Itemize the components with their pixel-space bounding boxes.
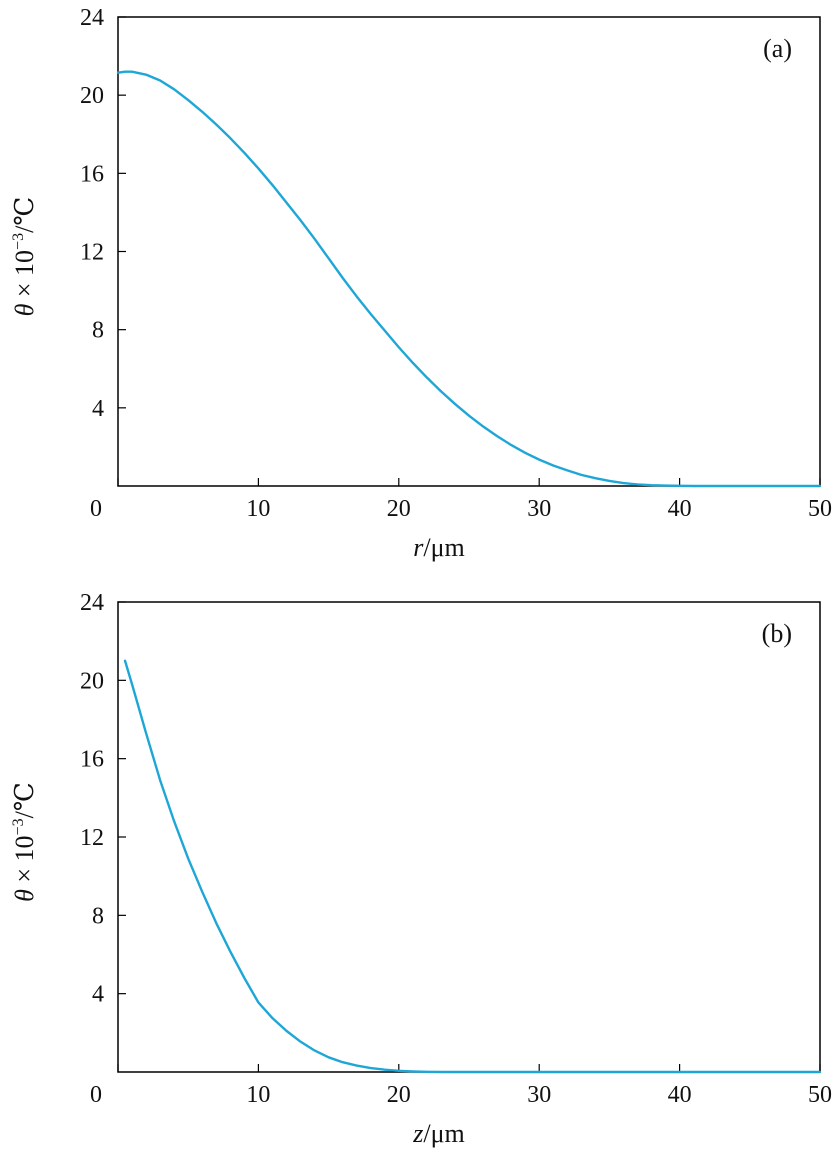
panel-a-y-tick-label: 4 (92, 396, 104, 422)
panel-b-y-tick-label: 16 (80, 747, 104, 773)
panel-a: 0 10 20 30 40 50 4 8 12 16 20 24 r/μm θ × 10−3/℃ (a) (10, 5, 832, 562)
panel-a-x-tick-label: 50 (808, 496, 832, 522)
panel-a-y-axis-unit: /℃ (10, 197, 39, 233)
panel-a-y-axis-multiplier: × 10 (10, 250, 39, 304)
panel-b-x-axis-label: z/μm (412, 1119, 465, 1148)
panel-b-y-axis-label: θ × 10−3/℃ (10, 782, 39, 902)
panel-a-x-axis-var: r (413, 533, 424, 562)
panel-b-series-line (123, 659, 822, 1074)
panel-b-y-tick-label: 20 (80, 668, 104, 694)
panel-b-x-tick-label: 30 (527, 1082, 551, 1108)
panel-a-x-tick-label: 20 (387, 496, 411, 522)
panel-a-y-axis-var: θ (10, 303, 39, 316)
panel-b-x-axis-var: z (412, 1119, 423, 1148)
panel-b: 0 10 20 30 40 50 4 8 12 16 20 24 z/μm θ × 10−3/℃ (b) (10, 590, 832, 1148)
panel-b-x-tick-label: 10 (246, 1082, 270, 1108)
panel-a-series-line (116, 70, 822, 488)
panel-a-x-axis-unit: /μm (423, 533, 464, 562)
panel-a-panel-label: (a) (763, 34, 792, 63)
panel-a-y-axis-label: θ × 10−3/℃ (10, 197, 39, 317)
panel-b-y-tick-label: 24 (80, 590, 104, 616)
panel-a-y-tick-label: 24 (80, 5, 104, 31)
panel-a-y-axis-exponent: −3 (10, 233, 27, 250)
panel-b-plot-frame (117, 601, 821, 1073)
panel-b-y-tick-label: 12 (80, 825, 104, 851)
panel-b-x-tick-label: 20 (387, 1082, 411, 1108)
panel-a-x-axis-label: r/μm (413, 533, 465, 562)
panel-b-panel-label: (b) (762, 619, 792, 648)
panel-b-y-axis-unit: /℃ (10, 782, 39, 818)
panel-b-x-axis-unit: /μm (423, 1119, 464, 1148)
panel-a-y-tick-label: 20 (80, 83, 104, 109)
panel-a-x-tick-label: 40 (668, 496, 692, 522)
panel-a-x-tick-label: 0 (90, 496, 102, 522)
panel-b-y-tick-label: 8 (92, 903, 104, 929)
panel-a-x-tick-label: 30 (527, 496, 551, 522)
panel-a-x-tick-label: 10 (246, 496, 270, 522)
panel-b-y-axis-var: θ (10, 889, 39, 902)
panel-b-y-axis-exponent: −3 (10, 818, 27, 835)
panel-b-y-axis-multiplier: × 10 (10, 835, 39, 889)
panel-a-y-tick-label: 16 (80, 161, 104, 187)
panel-b-y-tick-label: 4 (92, 982, 104, 1008)
panel-a-y-tick-label: 8 (92, 318, 104, 344)
panel-b-x-tick-label: 0 (90, 1082, 102, 1108)
panel-a-y-tick-label: 12 (80, 240, 104, 266)
panel-b-x-tick-label: 40 (668, 1082, 692, 1108)
panel-b-x-tick-label: 50 (808, 1082, 832, 1108)
